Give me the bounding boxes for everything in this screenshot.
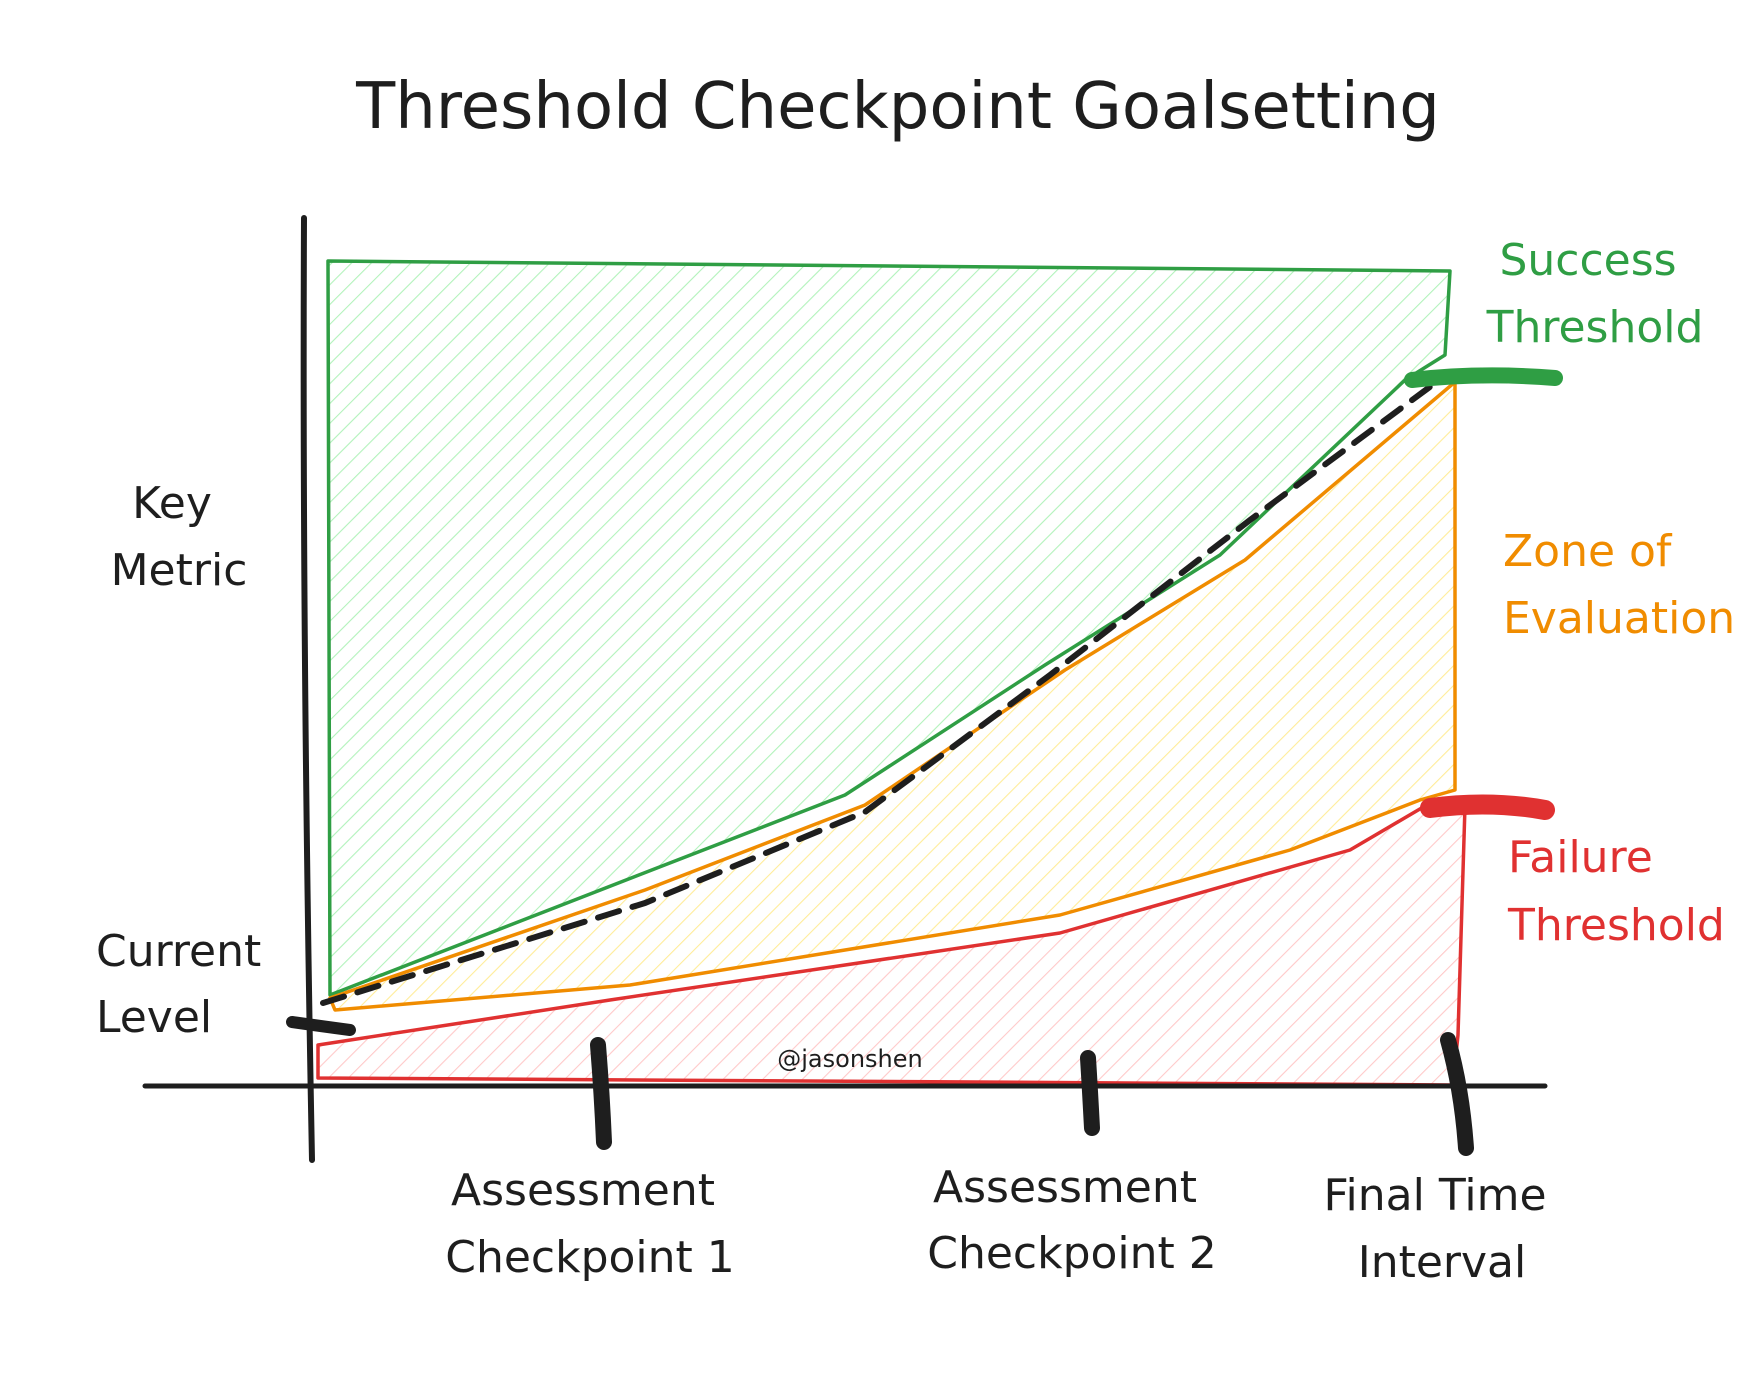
current-level-label-line-1: Current	[96, 926, 261, 977]
current-level-label: Current Level	[96, 926, 275, 1043]
current-level-label-line-2: Level	[96, 992, 212, 1043]
x-axis	[142, 1082, 1548, 1089]
checkpoint-1-label: Assessment Checkpoint 1	[445, 1165, 735, 1283]
y-axis-label-line-1: Key	[132, 478, 212, 529]
final-interval-tick	[1440, 1032, 1474, 1156]
diagram-title: Threshold Checkpoint Goalsetting	[355, 70, 1440, 144]
author-credit: @jasonshen	[777, 1045, 922, 1073]
target-path-dashed	[320, 369, 1453, 1006]
y-axis-label-line-2: Metric	[111, 545, 248, 596]
failure-threshold-label: Failure Threshold	[1507, 832, 1725, 951]
failure-threshold-marker	[1420, 794, 1555, 820]
y-axis	[300, 215, 315, 1163]
current-level-marker	[286, 1016, 356, 1036]
checkpoint-2-tick	[1080, 1050, 1100, 1136]
success-threshold-marker	[1404, 367, 1563, 388]
success-threshold-label: Success Threshold	[1486, 235, 1704, 353]
success-zone	[326, 259, 1452, 997]
checkpoint-2-label: Assessment Checkpoint 2	[927, 1162, 1217, 1279]
final-interval-label: Final Time Interval	[1323, 1170, 1560, 1288]
y-axis-label: Key Metric	[111, 478, 248, 596]
checkpoint-1-tick	[590, 1037, 612, 1150]
evaluation-zone-label: Zone of Evaluation	[1503, 526, 1735, 644]
evaluation-zone	[328, 380, 1457, 1012]
